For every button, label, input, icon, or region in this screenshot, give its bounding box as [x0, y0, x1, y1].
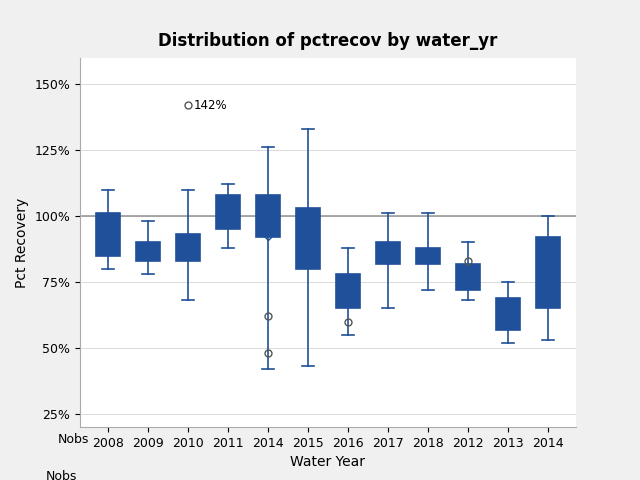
PathPatch shape	[296, 208, 320, 269]
PathPatch shape	[256, 195, 280, 237]
Text: Nobs: Nobs	[58, 432, 89, 446]
Text: 142%: 142%	[194, 98, 228, 112]
Title: Distribution of pctrecov by water_yr: Distribution of pctrecov by water_yr	[158, 33, 498, 50]
PathPatch shape	[496, 298, 520, 329]
Y-axis label: Pct Recovery: Pct Recovery	[15, 197, 29, 288]
PathPatch shape	[136, 242, 160, 261]
X-axis label: Water Year: Water Year	[291, 456, 365, 469]
PathPatch shape	[96, 213, 120, 255]
PathPatch shape	[456, 264, 480, 290]
PathPatch shape	[376, 242, 400, 264]
PathPatch shape	[176, 235, 200, 261]
PathPatch shape	[216, 195, 240, 229]
PathPatch shape	[536, 237, 560, 309]
PathPatch shape	[336, 274, 360, 309]
PathPatch shape	[416, 248, 440, 264]
Text: Nobs: Nobs	[45, 470, 77, 480]
